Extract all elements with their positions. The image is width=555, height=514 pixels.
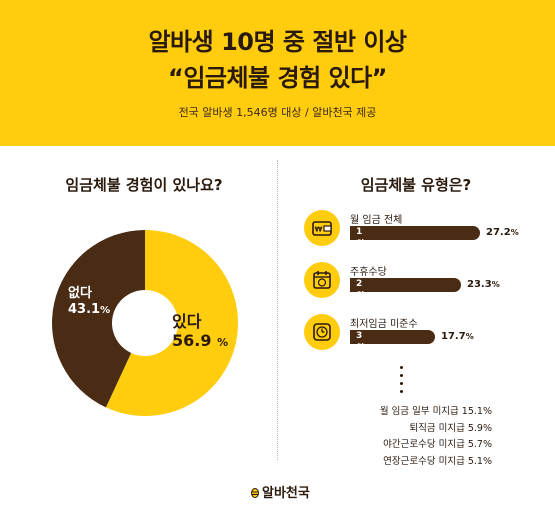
bee-icon xyxy=(251,487,259,498)
other-types-list: 월 임금 일부 미지급 15.1% 퇴직금 미지급 5.9% 야간근로수당 미지… xyxy=(306,404,492,470)
headline-line-2: “임금체불 경험 있다” xyxy=(168,64,387,92)
survey-source: 전국 알바생 1,546명 대상 / 알바천국 제공 xyxy=(178,106,377,119)
rank-3-label: 3위 xyxy=(356,331,365,354)
rank-2-label: 2위 xyxy=(356,279,365,302)
rank-2-value-unit: % xyxy=(491,280,500,289)
other-type-item: 퇴직금 미지급 5.9% xyxy=(409,422,492,434)
calendar-won-icon xyxy=(304,262,340,298)
rank-1-name: 월 임금 전체 xyxy=(350,215,403,226)
rank-1-value-number: 27.2 xyxy=(486,227,511,238)
yes-value-unit: % xyxy=(217,336,229,350)
type-question-title: 임금체불 유형은? xyxy=(360,176,472,194)
donut-slice-no xyxy=(51,230,145,408)
svg-text:₩: ₩ xyxy=(315,226,323,234)
other-type-item: 월 임금 일부 미지급 15.1% xyxy=(379,406,492,417)
rank-2-name: 주휴수당 xyxy=(350,267,387,278)
rank-3-name: 최저임금 미준수 xyxy=(350,319,418,330)
no-experience-label: 없다 43.1% xyxy=(68,286,110,317)
header-banner: 알바생 10명 중 절반 이상 “임금체불 경험 있다” 전국 알바생 1,54… xyxy=(0,0,555,146)
rank-2-value: 23.3% xyxy=(467,279,500,290)
other-type-item: 연장근로수당 미지급 5.1% xyxy=(383,455,492,467)
rank-1-value-unit: % xyxy=(510,228,519,237)
yes-value: 56.9 xyxy=(172,331,212,351)
section-divider xyxy=(277,160,278,460)
albachunkuk-logo: 알바천국 xyxy=(250,482,310,501)
rank-1-label: 1위 xyxy=(356,227,365,250)
ellipsis-dots xyxy=(398,366,404,398)
rank-3-value-number: 17.7 xyxy=(441,331,466,342)
yes-label-text: 있다 xyxy=(172,312,202,331)
logo-text: 알바천국 xyxy=(262,486,310,501)
no-value-unit: % xyxy=(100,304,111,316)
rank-1-bar xyxy=(350,226,480,240)
rank-3-bar xyxy=(350,330,435,344)
headline-line-1: 알바생 10명 중 절반 이상 xyxy=(148,28,407,56)
no-value: 43.1 xyxy=(68,301,101,317)
rank-2-value-number: 23.3 xyxy=(467,279,492,290)
rank-3-value-unit: % xyxy=(465,332,474,341)
other-type-item: 야간근로수당 미지급 5.7% xyxy=(383,439,492,450)
experience-donut-chart xyxy=(51,230,238,416)
donut-slice-yes xyxy=(105,230,238,416)
experience-question-title: 임금체불 경험이 있나요? xyxy=(65,176,223,194)
no-label-text: 없다 xyxy=(68,286,92,301)
rank-3-value: 17.7% xyxy=(441,331,474,342)
wallet-won-icon: ₩ xyxy=(304,210,340,246)
yes-experience-label: 있다 56.9 % xyxy=(172,312,228,350)
clock-icon xyxy=(304,314,340,350)
rank-1-value: 27.2% xyxy=(486,227,519,238)
rank-2-bar xyxy=(350,278,461,292)
